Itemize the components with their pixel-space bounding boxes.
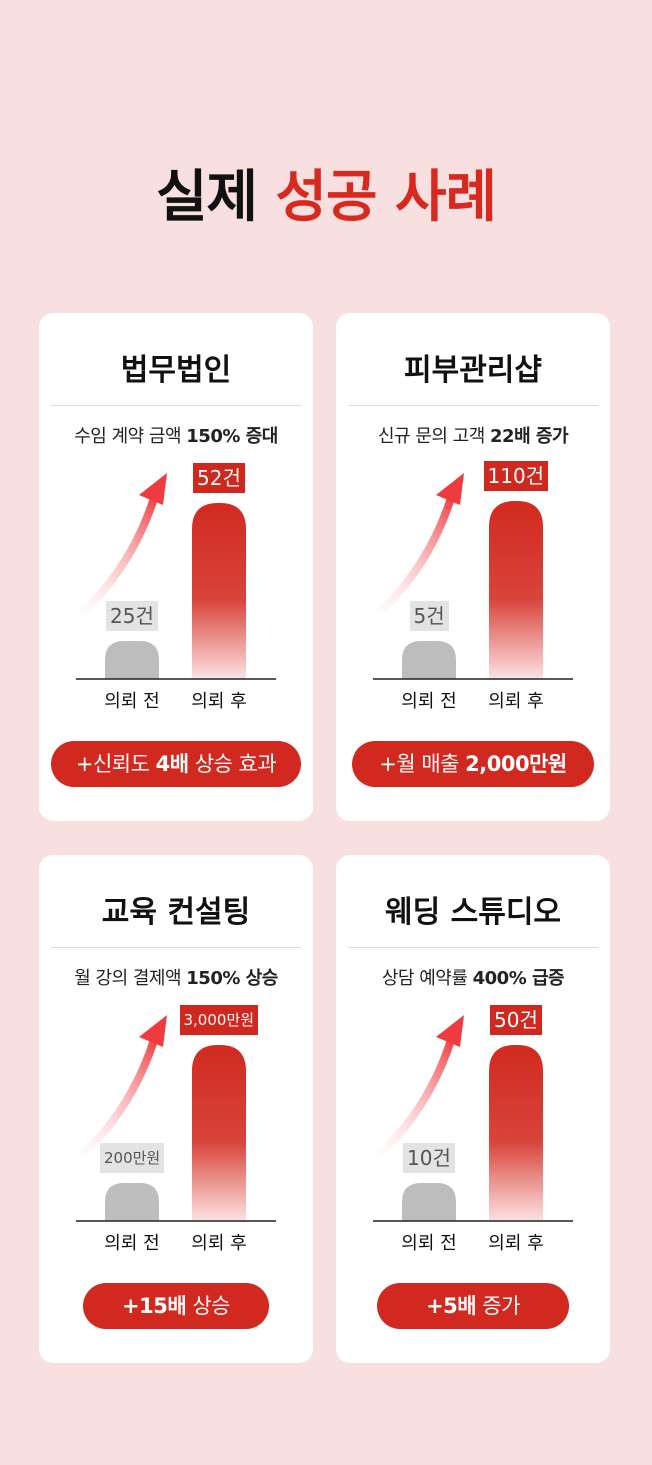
card-title: 교육 컨설팅	[101, 895, 251, 930]
subtitle-emphasis: 400% 급증	[472, 968, 565, 989]
bar-chart: 5건 110건 의뢰 전 의뢰 후	[336, 453, 610, 712]
value-label-after: 110건	[483, 461, 549, 491]
subtitle-emphasis: 22배 증가	[490, 426, 569, 447]
subtitle-text: 신규 문의 고객	[377, 426, 491, 447]
subtitle-emphasis: 150% 상승	[186, 968, 278, 989]
card-title: 법무법인	[120, 353, 232, 388]
category-label-after: 의뢰 후	[488, 691, 544, 712]
subtitle-text: 수임 계약 금액	[74, 426, 187, 447]
trend-arrow-icon	[360, 473, 464, 629]
bar-chart-svg	[360, 473, 573, 680]
value-label-before: 10건	[403, 1143, 455, 1173]
result-badge: +5배 증가	[377, 1283, 569, 1329]
page-title-accent: 성공 사례	[275, 165, 497, 230]
card-divider	[51, 947, 301, 948]
card-title: 웨딩 스튜디오	[384, 895, 562, 930]
bar-after	[489, 1045, 543, 1221]
trend-arrow-icon	[63, 1015, 167, 1171]
card-subtitle: 수임 계약 금액 150% 증대	[39, 423, 313, 451]
bar-chart: 200만원 3,000만원 의뢰 전 의뢰 후	[39, 995, 313, 1254]
category-label-before: 의뢰 전	[401, 691, 457, 712]
page-title: 실제 성공 사례	[0, 158, 652, 238]
subtitle-emphasis: 150% 증대	[186, 426, 278, 447]
badge-suffix: 증가	[476, 1294, 520, 1318]
category-label-before: 의뢰 전	[401, 1233, 457, 1254]
badge-emphasis: 4배	[155, 752, 189, 776]
badge-emphasis: 2,000만원	[465, 752, 567, 776]
value-label-after: 50건	[490, 1005, 542, 1035]
card-divider	[348, 405, 598, 406]
case-card-law-firm: 법무법인 수임 계약 금액 150% 증대 25건 52건 의뢰 전 의뢰 후 …	[39, 313, 313, 821]
bar-chart: 10건 50건 의뢰 전 의뢰 후	[336, 995, 610, 1254]
result-badge: +15배 상승	[83, 1283, 269, 1329]
card-divider	[51, 405, 301, 406]
subtitle-text: 상담 예약률	[381, 968, 473, 989]
trend-arrow-icon	[63, 473, 167, 629]
card-divider	[348, 947, 598, 948]
bar-after	[192, 503, 246, 679]
value-label-before: 25건	[106, 601, 158, 631]
category-label-after: 의뢰 후	[191, 691, 247, 712]
subtitle-text: 월 강의 결제액	[74, 968, 187, 989]
bar-before	[402, 641, 456, 679]
bar-after	[489, 501, 543, 679]
result-badge: +신뢰도 4배 상승 효과	[51, 741, 301, 787]
badge-prefix: +월 매출	[379, 752, 466, 776]
bar-chart-svg	[360, 1015, 573, 1222]
case-card-education-consulting: 교육 컨설팅 월 강의 결제액 150% 상승 200만원 3,000만원 의뢰…	[39, 855, 313, 1363]
bar-chart-svg	[63, 1015, 276, 1222]
value-label-before: 5건	[409, 601, 449, 631]
category-label-before: 의뢰 전	[104, 691, 160, 712]
bar-chart: 25건 52건 의뢰 전 의뢰 후	[39, 453, 313, 712]
bar-before	[105, 1183, 159, 1221]
case-card-skincare-shop: 피부관리샵 신규 문의 고객 22배 증가 5건 110건 의뢰 전 의뢰 후 …	[336, 313, 610, 821]
page-title-part1: 실제	[155, 165, 258, 230]
badge-prefix: +신뢰도	[75, 752, 156, 776]
trend-arrow-icon	[360, 1015, 464, 1171]
result-badge: +월 매출 2,000만원	[352, 741, 594, 787]
bar-chart-svg	[63, 473, 276, 680]
bar-before	[105, 641, 159, 679]
badge-suffix: 상승	[186, 1294, 230, 1318]
card-subtitle: 상담 예약률 400% 급증	[336, 965, 610, 993]
category-label-after: 의뢰 후	[488, 1233, 544, 1254]
value-label-before: 200만원	[100, 1143, 165, 1173]
case-card-wedding-studio: 웨딩 스튜디오 상담 예약률 400% 급증 10건 50건 의뢰 전 의뢰 후…	[336, 855, 610, 1363]
category-label-before: 의뢰 전	[104, 1233, 160, 1254]
category-label-after: 의뢰 후	[191, 1233, 247, 1254]
card-subtitle: 월 강의 결제액 150% 상승	[39, 965, 313, 993]
card-subtitle: 신규 문의 고객 22배 증가	[336, 423, 610, 451]
value-label-after: 52건	[193, 463, 245, 493]
badge-suffix: 상승 효과	[188, 752, 277, 776]
card-title: 피부관리샵	[404, 353, 542, 388]
badge-emphasis: +5배	[426, 1294, 477, 1318]
bar-before	[402, 1183, 456, 1221]
value-label-after: 3,000만원	[179, 1005, 259, 1035]
bar-after	[192, 1045, 246, 1221]
badge-emphasis: +15배	[122, 1294, 187, 1318]
